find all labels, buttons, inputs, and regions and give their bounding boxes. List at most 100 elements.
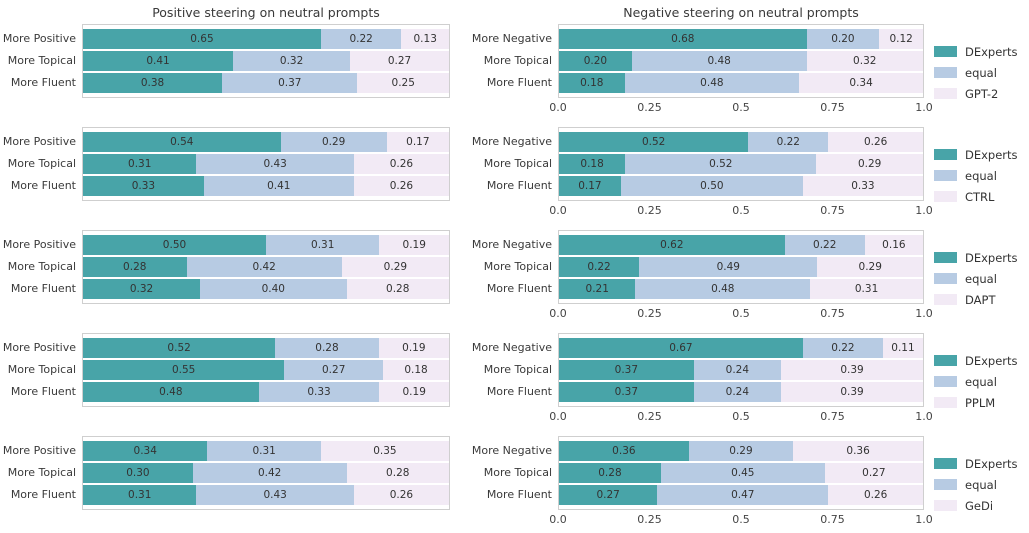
stacked-bar: 0.41 0.32 0.27 bbox=[83, 51, 449, 71]
legend-label: DExperts bbox=[965, 456, 1018, 471]
stacked-bar: 0.31 0.43 0.26 bbox=[83, 154, 449, 174]
bar-segment-equal: 0.48 bbox=[624, 73, 800, 93]
bar-segment-equal: 0.42 bbox=[186, 257, 342, 277]
bar-value-label: 0.22 bbox=[587, 261, 611, 273]
plot-area: 0.62 0.22 0.16 0.22 0.49 0.29 0.21 0.48 0.31 bbox=[558, 230, 924, 304]
bar-value-label: 0.26 bbox=[389, 158, 414, 170]
legend-label: equal bbox=[965, 477, 997, 492]
bar-segment-baseline-model: 0.26 bbox=[828, 485, 923, 505]
category-label: More Positive bbox=[2, 444, 76, 457]
category-label: More Negative bbox=[471, 341, 552, 354]
chart-body: More Positive More Topical More Fluent 0.54… bbox=[0, 127, 450, 201]
bar-segment-baseline-model: 0.28 bbox=[346, 279, 449, 299]
bar-segment-equal: 0.43 bbox=[196, 154, 354, 174]
x-tick-label: 0.25 bbox=[637, 307, 662, 320]
stacked-bar: 0.30 0.42 0.28 bbox=[83, 463, 449, 483]
category-label: More Topical bbox=[483, 363, 552, 376]
bar-segment-equal: 0.22 bbox=[320, 29, 402, 49]
category-axis: More Positive More Topical More Fluent bbox=[0, 333, 82, 407]
bar-segment-equal: 0.29 bbox=[280, 132, 387, 152]
bar-segment-DExperts: 0.18 bbox=[559, 154, 626, 174]
bar-segment-DExperts: 0.28 bbox=[83, 257, 187, 277]
category-axis: More Negative More Topical More Fluent bbox=[450, 127, 558, 201]
stacked-bar: 0.62 0.22 0.16 bbox=[559, 235, 923, 255]
bar-value-label: 0.32 bbox=[279, 55, 304, 67]
bar-segment-equal: 0.49 bbox=[639, 257, 818, 277]
chart-body: More Positive More Topical More Fluent 0.34… bbox=[0, 436, 450, 510]
bar-value-label: 0.52 bbox=[167, 342, 191, 354]
bar-value-label: 0.24 bbox=[725, 364, 750, 376]
x-tick-label: 1.0 bbox=[915, 307, 933, 320]
bar-segment-equal: 0.45 bbox=[660, 463, 825, 483]
bar-segment-baseline-model: 0.39 bbox=[781, 360, 923, 380]
stacked-bar: 0.33 0.41 0.26 bbox=[83, 176, 449, 196]
plot-area: 0.36 0.29 0.36 0.28 0.45 0.27 0.27 0.47 0.26 bbox=[558, 436, 924, 510]
category-label: More Topical bbox=[483, 466, 552, 479]
chart-right-row4: More Negative More Topical More Fluent 0.36… bbox=[450, 436, 933, 526]
legend-item-DExperts: DExperts bbox=[934, 41, 1029, 62]
legend-swatch-icon bbox=[934, 479, 957, 490]
bar-segment-baseline-model: 0.26 bbox=[353, 176, 449, 196]
bar-segment-baseline-model: 0.17 bbox=[386, 132, 449, 152]
bar-segment-equal: 0.40 bbox=[200, 279, 347, 299]
bar-value-label: 0.19 bbox=[402, 342, 426, 354]
bar-value-label: 0.21 bbox=[585, 283, 609, 295]
legend-label: CTRL bbox=[965, 189, 995, 204]
legend-item-DAPT: DAPT bbox=[934, 289, 1029, 310]
bar-value-label: 0.36 bbox=[612, 445, 636, 457]
bar-value-label: 0.28 bbox=[386, 467, 410, 479]
legend-swatch-icon bbox=[934, 458, 957, 469]
bar-segment-DExperts: 0.52 bbox=[559, 132, 749, 152]
stacked-bar: 0.67 0.22 0.11 bbox=[559, 338, 923, 358]
plot-area: 0.65 0.22 0.13 0.41 0.32 0.27 0.38 0.37 0.25 bbox=[82, 24, 450, 98]
bar-value-label: 0.34 bbox=[849, 77, 873, 89]
bar-value-label: 0.27 bbox=[596, 489, 620, 501]
stacked-bar: 0.54 0.29 0.17 bbox=[83, 132, 449, 152]
bar-segment-DExperts: 0.38 bbox=[83, 73, 223, 93]
legend-swatch-icon bbox=[934, 67, 957, 78]
bar-value-label: 0.13 bbox=[413, 33, 437, 45]
category-label: More Fluent bbox=[10, 488, 76, 501]
bar-segment-baseline-model: 0.34 bbox=[799, 73, 923, 93]
bar-value-label: 0.22 bbox=[813, 239, 837, 251]
chart-right-row1: More Negative More Topical More Fluent 0.52… bbox=[450, 127, 933, 217]
bar-segment-DExperts: 0.67 bbox=[559, 338, 803, 358]
bar-segment-DExperts: 0.62 bbox=[559, 235, 785, 255]
legend-label: DExperts bbox=[965, 147, 1018, 162]
bar-segment-equal: 0.20 bbox=[806, 29, 880, 49]
bar-value-label: 0.33 bbox=[131, 180, 156, 192]
x-tick-label: 0.25 bbox=[637, 513, 662, 526]
category-label: More Fluent bbox=[486, 179, 552, 192]
bar-value-label: 0.18 bbox=[404, 364, 428, 376]
bar-value-label: 0.37 bbox=[614, 386, 639, 398]
legend-label: equal bbox=[965, 168, 997, 183]
bar-segment-baseline-model: 0.19 bbox=[378, 338, 449, 358]
legend-label: DAPT bbox=[965, 292, 996, 307]
x-tick-label: 0.25 bbox=[637, 410, 662, 423]
category-label: More Negative bbox=[471, 238, 552, 251]
stacked-bar: 0.48 0.33 0.19 bbox=[83, 382, 449, 402]
chart-right-row3: More Negative More Topical More Fluent 0.67… bbox=[450, 333, 933, 423]
category-label: More Positive bbox=[2, 32, 76, 45]
legend-row3: DExperts equal PPLM bbox=[924, 333, 1029, 413]
bar-value-label: 0.31 bbox=[252, 445, 276, 457]
chart-left-row2: More Positive More Topical More Fluent 0.50… bbox=[0, 230, 450, 304]
bar-segment-equal: 0.41 bbox=[203, 176, 354, 196]
legend-swatch-icon bbox=[934, 376, 957, 387]
bar-segment-DExperts: 0.18 bbox=[559, 73, 625, 93]
bar-segment-DExperts: 0.48 bbox=[83, 382, 259, 402]
bar-value-label: 0.27 bbox=[862, 467, 886, 479]
bar-value-label: 0.25 bbox=[391, 77, 415, 89]
stacked-bar: 0.65 0.22 0.13 bbox=[83, 29, 449, 49]
legend-item-equal: equal bbox=[934, 474, 1029, 495]
bar-value-label: 0.48 bbox=[711, 283, 735, 295]
category-label: More Fluent bbox=[10, 385, 76, 398]
legend-row2: DExperts equal DAPT bbox=[924, 230, 1029, 310]
chart-body: More Positive More Topical More Fluent 0.50… bbox=[0, 230, 450, 304]
bar-segment-equal: 0.22 bbox=[802, 338, 883, 358]
category-label: More Negative bbox=[471, 32, 552, 45]
bar-value-label: 0.27 bbox=[322, 364, 346, 376]
bar-segment-DExperts: 0.55 bbox=[83, 360, 285, 380]
legend-swatch-icon bbox=[934, 88, 957, 99]
